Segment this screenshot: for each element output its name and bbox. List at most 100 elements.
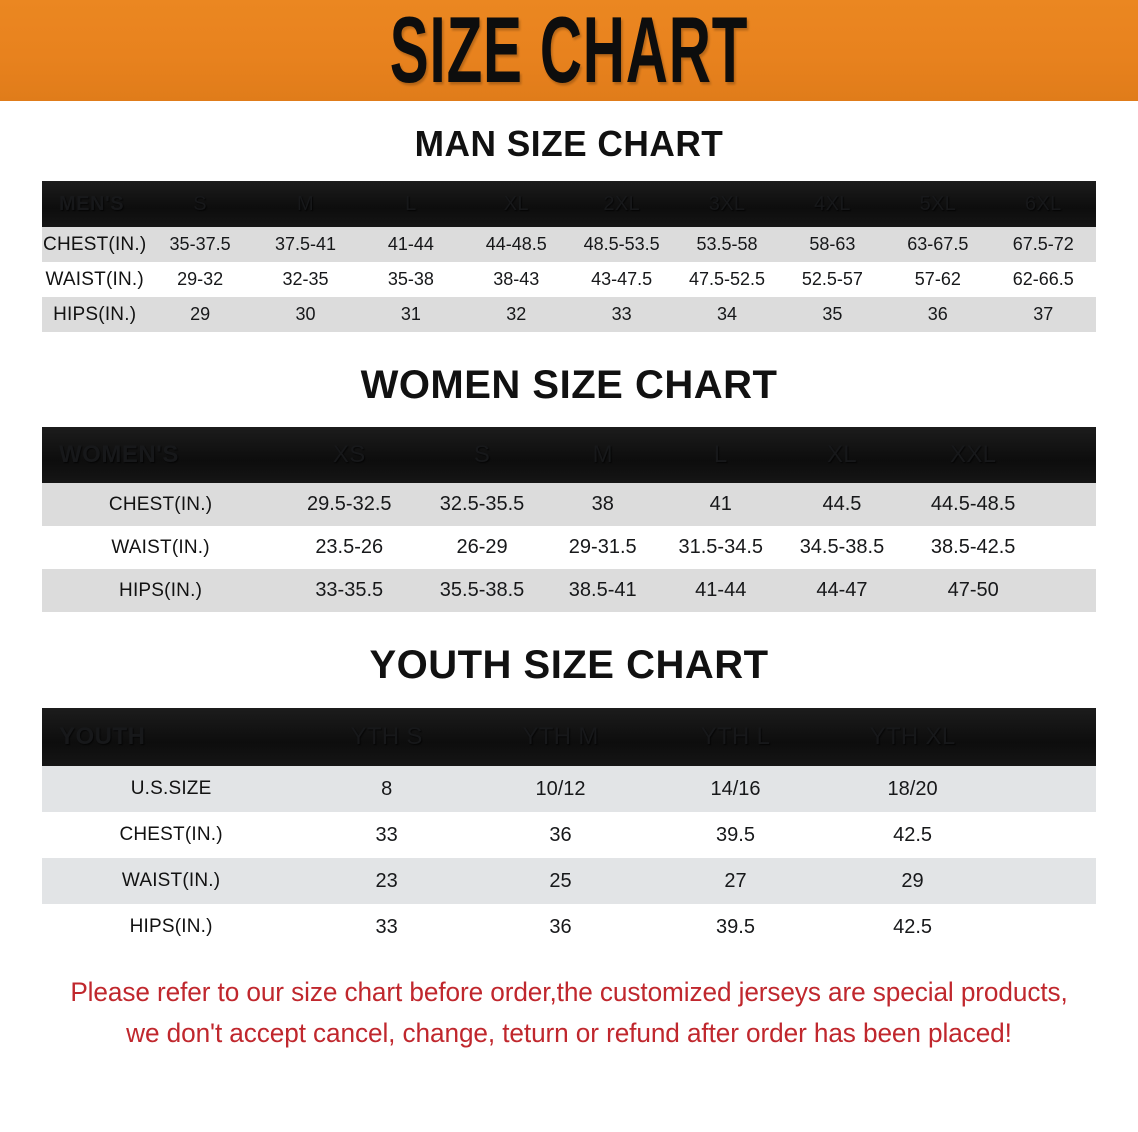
- table-cell: 30: [295, 304, 316, 324]
- youth-header-spacer: [1002, 708, 1096, 766]
- women-col-header-s: S: [473, 441, 491, 468]
- table-cell-spacer: [1002, 812, 1096, 858]
- table-cell: 42.5: [893, 915, 933, 938]
- table-row: CHEST(IN.) 29.5-32.5 32.5-35.5 38 41 44.…: [42, 483, 1096, 526]
- youth-corner-label: YOUTH: [59, 723, 146, 750]
- man-col-header-s: S: [193, 192, 207, 215]
- man-corner-label: MEN'S: [59, 192, 125, 215]
- table-cell: 36: [549, 915, 572, 938]
- table-cell: 44.5: [822, 493, 862, 515]
- youth-row-label-waist: WAIST(IN.): [121, 870, 221, 891]
- man-size-table-container: MEN'S S M L XL 2XL 3XL 4XL 5XL 6XL CHEST…: [42, 181, 1096, 332]
- page-title: SIZE CHART: [389, 0, 749, 103]
- women-corner-label: WOMEN'S: [59, 441, 179, 468]
- man-col-header-4xl: 4XL: [814, 192, 851, 215]
- table-cell: 47-50: [947, 579, 999, 601]
- table-cell: 36: [927, 304, 948, 324]
- table-cell: 23: [375, 869, 398, 892]
- table-cell: 39.5: [716, 915, 755, 938]
- table-cell-spacer: [1002, 858, 1096, 904]
- table-cell: 32: [506, 304, 527, 324]
- youth-row-label-us-size: U.S.SIZE: [130, 778, 212, 799]
- table-cell: 31.5-34.5: [678, 536, 764, 558]
- table-cell: 44.5-48.5: [930, 493, 1016, 515]
- table-cell-spacer: [1043, 569, 1096, 612]
- youth-col-header-yth-l: YTH L: [700, 723, 771, 750]
- man-size-table: MEN'S S M L XL 2XL 3XL 4XL 5XL 6XL CHEST…: [42, 181, 1096, 332]
- table-cell: 43-47.5: [591, 269, 653, 289]
- women-size-table-container: WOMEN'S XS S M L XL XXL CHEST(IN.) 29.5-…: [42, 427, 1096, 612]
- order-policy-note-line-1: Please refer to our size chart before or…: [70, 977, 1068, 1007]
- order-policy-note-line-2: we don't accept cancel, change, teturn o…: [126, 1018, 1012, 1049]
- table-row: WAIST(IN.) 23.5-26 26-29 29-31.5 31.5-34…: [42, 526, 1096, 569]
- table-cell: 44-48.5: [485, 234, 547, 254]
- table-cell: 29-31.5: [568, 536, 637, 558]
- table-cell: 23.5-26: [315, 536, 384, 558]
- table-cell: 57-62: [914, 269, 961, 289]
- youth-row-label-chest: CHEST(IN.): [119, 824, 223, 845]
- table-cell-spacer: [1043, 483, 1096, 526]
- table-row: CHEST(IN.) 33 36 39.5 42.5: [42, 812, 1096, 858]
- women-col-header-xl: XL: [826, 441, 857, 468]
- table-cell: 35.5-38.5: [439, 579, 525, 601]
- table-cell: 35: [822, 304, 843, 324]
- table-cell: 53.5-58: [696, 234, 758, 254]
- table-cell: 36: [549, 823, 572, 846]
- table-cell: 63-67.5: [907, 234, 969, 254]
- man-row-label-waist: WAIST(IN.): [45, 268, 144, 290]
- man-row-label-hips: HIPS(IN.): [53, 303, 137, 325]
- man-col-header-m: M: [296, 192, 314, 215]
- table-cell: 62-66.5: [1012, 269, 1074, 289]
- man-col-header-xl: XL: [503, 192, 529, 215]
- table-cell: 37: [1033, 304, 1054, 324]
- table-cell: 41: [709, 493, 732, 515]
- women-col-header-m: M: [592, 441, 613, 468]
- table-cell: 52.5-57: [801, 269, 863, 289]
- table-row: CHEST(IN.) 35-37.5 37.5-41 41-44 44-48.5…: [42, 227, 1096, 262]
- table-cell-spacer: [1043, 526, 1096, 569]
- man-row-label-chest: CHEST(IN.): [43, 233, 147, 255]
- youth-size-table-container: YOUTH YTH S YTH M YTH L YTH XL U.S.SIZE …: [42, 708, 1096, 950]
- table-cell: 35-38: [387, 269, 434, 289]
- table-cell-spacer: [1002, 904, 1096, 950]
- table-cell: 38: [591, 493, 614, 515]
- table-cell: 39.5: [716, 823, 755, 846]
- table-cell: 25: [549, 869, 572, 892]
- table-row: HIPS(IN.) 33-35.5 35.5-38.5 38.5-41 41-4…: [42, 569, 1096, 612]
- youth-section-title: YOUTH SIZE CHART: [369, 643, 769, 687]
- youth-col-header-yth-m: YTH M: [522, 723, 599, 750]
- table-cell: 26-29: [456, 536, 508, 558]
- man-col-header-6xl: 6XL: [1025, 192, 1062, 215]
- table-cell: 37.5-41: [274, 234, 336, 254]
- youth-size-table: YOUTH YTH S YTH M YTH L YTH XL U.S.SIZE …: [42, 708, 1096, 950]
- man-table-body: MEN'S S M L XL 2XL 3XL 4XL 5XL 6XL CHEST…: [42, 181, 1096, 332]
- table-cell: 34.5-38.5: [799, 536, 885, 558]
- table-cell: 10/12: [535, 777, 586, 800]
- table-cell-spacer: [1002, 766, 1096, 812]
- table-cell: 47.5-52.5: [689, 269, 766, 289]
- table-cell: 38.5-42.5: [930, 536, 1016, 558]
- women-row-label-waist: WAIST(IN.): [111, 536, 210, 558]
- table-row: HIPS(IN.) 29 30 31 32 33 34 35 36 37: [42, 297, 1096, 332]
- table-cell: 33: [375, 823, 398, 846]
- table-row: WAIST(IN.) 23 25 27 29: [42, 858, 1096, 904]
- table-cell: 33-35.5: [315, 579, 384, 601]
- table-cell: 41-44: [695, 579, 747, 601]
- man-col-header-3xl: 3XL: [708, 192, 746, 215]
- table-cell: 8: [381, 777, 393, 800]
- man-col-header-l: L: [405, 192, 417, 215]
- page-header-banner: SIZE CHART: [0, 0, 1138, 101]
- women-header-spacer: [1043, 427, 1096, 483]
- women-col-header-xs: XS: [332, 441, 366, 468]
- man-col-header-2xl: 2XL: [603, 192, 640, 215]
- women-row-label-hips: HIPS(IN.): [119, 579, 203, 601]
- table-cell: 29: [190, 304, 211, 324]
- table-cell: 32.5-35.5: [439, 493, 525, 515]
- man-table-header-row: MEN'S S M L XL 2XL 3XL 4XL 5XL 6XL: [42, 181, 1096, 227]
- table-cell: 67.5-72: [1012, 234, 1074, 254]
- table-cell: 34: [717, 304, 738, 324]
- table-cell: 18/20: [887, 777, 938, 800]
- table-row: U.S.SIZE 8 10/12 14/16 18/20: [42, 766, 1096, 812]
- youth-row-label-hips: HIPS(IN.): [129, 916, 213, 937]
- table-cell: 48.5-53.5: [583, 234, 660, 254]
